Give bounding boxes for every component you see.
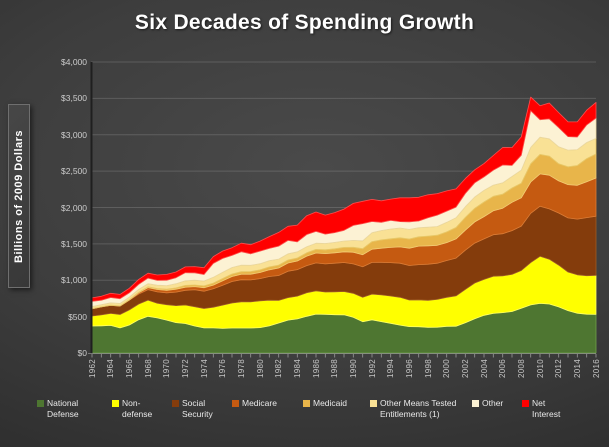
x-tick-label: 2004 bbox=[479, 359, 489, 378]
x-tick-label: 1972 bbox=[180, 359, 190, 378]
legend-label: National Defense bbox=[47, 398, 79, 419]
x-tick-label: 2002 bbox=[460, 359, 470, 378]
legend-label: Net Interest bbox=[532, 398, 561, 419]
x-tick-label: 1978 bbox=[236, 359, 246, 378]
legend-swatch-icon bbox=[112, 400, 119, 407]
x-tick-label: 1990 bbox=[348, 359, 358, 378]
legend-item-social-security: Social Security bbox=[172, 398, 232, 419]
x-tick-label: 1982 bbox=[274, 359, 284, 378]
y-tick-label: $2,000 bbox=[61, 202, 87, 213]
y-tick-label: $4,000 bbox=[61, 57, 87, 67]
x-tick-label: 1970 bbox=[162, 359, 172, 378]
legend-item-other-means-tested-entitlements-1: Other Means Tested Entitlements (1) bbox=[370, 398, 468, 419]
legend-label: Other Means Tested Entitlements (1) bbox=[380, 398, 457, 419]
x-tick-label: 1984 bbox=[292, 359, 302, 378]
legend-item-non-defense: Non-defense bbox=[112, 398, 170, 419]
area-net-interest bbox=[91, 96, 597, 302]
legend-label: Non-defense bbox=[122, 398, 153, 419]
x-tick-label: 2012 bbox=[554, 359, 564, 378]
x-tick-label: 2000 bbox=[442, 359, 452, 378]
chart-legend: National Defense Non-defense Social Securi… bbox=[0, 398, 609, 442]
x-tick-label: 2006 bbox=[498, 359, 508, 378]
x-tick-label: 2008 bbox=[516, 359, 526, 378]
chart-title: Six Decades of Spending Growth bbox=[134, 11, 475, 34]
y-tick-label: $2,500 bbox=[61, 166, 87, 177]
legend-swatch-icon bbox=[232, 400, 239, 407]
x-tick-label: 1986 bbox=[311, 359, 321, 378]
x-tick-label: 1968 bbox=[143, 359, 153, 378]
legend-item-medicaid: Medicaid bbox=[303, 398, 371, 409]
y-tick-label: $3,000 bbox=[61, 129, 87, 140]
x-tick-label: 1988 bbox=[330, 359, 340, 378]
legend-item-medicare: Medicare bbox=[232, 398, 302, 409]
legend-item-net-interest: Net Interest bbox=[522, 398, 574, 419]
x-tick-label: 1966 bbox=[124, 359, 134, 378]
y-tick-label: $500 bbox=[68, 311, 87, 322]
x-tick-label: 2014 bbox=[572, 359, 582, 378]
y-tick-label: $1,500 bbox=[61, 238, 87, 249]
legend-swatch-icon bbox=[472, 400, 479, 407]
legend-swatch-icon bbox=[172, 400, 179, 407]
legend-label: Medicaid bbox=[313, 398, 348, 408]
y-tick-label: $3,500 bbox=[61, 93, 87, 104]
legend-label: Social Security bbox=[182, 398, 213, 419]
legend-swatch-icon bbox=[303, 400, 310, 407]
x-tick-label: 1980 bbox=[255, 359, 265, 378]
x-tick-label: 2016 bbox=[591, 359, 601, 378]
x-tick-label: 1994 bbox=[386, 359, 396, 378]
y-tick-label: $1,000 bbox=[61, 275, 87, 286]
legend-swatch-icon bbox=[522, 400, 529, 407]
x-tick-label: 2010 bbox=[535, 359, 545, 378]
x-tick-label: 1996 bbox=[404, 359, 414, 378]
x-tick-label: 1998 bbox=[423, 359, 433, 378]
x-tick-label: 1974 bbox=[199, 359, 209, 378]
legend-label: Other bbox=[482, 398, 504, 408]
x-tick-label: 1964 bbox=[106, 359, 116, 378]
legend-label: Medicare bbox=[242, 398, 277, 408]
legend-swatch-icon bbox=[37, 400, 44, 407]
x-tick-label: 1962 bbox=[87, 359, 97, 378]
x-tick-label: 1992 bbox=[367, 359, 377, 378]
x-tick-label: 1976 bbox=[218, 359, 228, 378]
legend-item-other: Other bbox=[472, 398, 522, 409]
y-tick-label: $0 bbox=[77, 348, 87, 358]
legend-item-national-defense: National Defense bbox=[37, 398, 105, 419]
legend-swatch-icon bbox=[370, 400, 377, 407]
